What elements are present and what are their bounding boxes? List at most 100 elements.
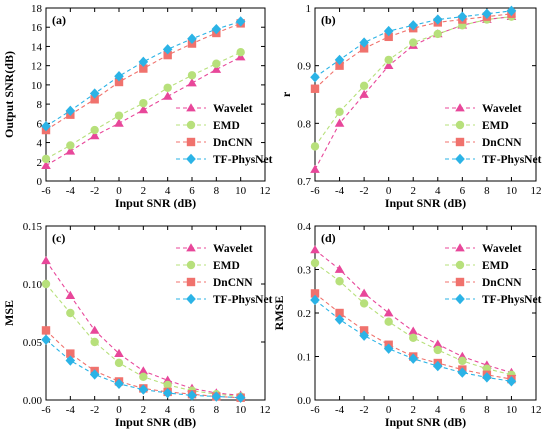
legend-marker-tf-physnet [455,153,465,165]
legend-marker-wavelet [455,243,465,252]
data-point-wavelet [89,131,100,140]
series-line-dncnn [314,292,512,380]
data-point-emd [114,111,124,120]
data-point-wavelet [334,264,345,273]
data-point-wavelet [408,326,419,335]
legend-label: Wavelet [482,243,522,255]
legend-marker-tf-physnet [186,293,196,305]
data-point-tf-physnet [334,54,345,66]
x-tick-label: -2 [90,185,99,197]
data-point-wavelet [359,288,369,297]
chart-panel-2: -6 -4 -2 0 2 4 6 8 10 12 0.7 0.8 0.9 1 Input SNR (dB) r… [279,3,542,210]
data-point-emd [236,48,245,57]
data-point-tf-physnet [482,372,492,383]
data-point-tf-physnet [187,33,197,44]
data-point-tf-physnet [359,330,369,341]
data-point-emd [90,337,99,347]
data-point-tf-physnet [506,5,517,17]
x-tick-label: 12 [260,404,271,416]
y-tick-label: 16 [31,22,43,34]
plot-frame [45,7,266,182]
legend-marker-wavelet [186,103,196,112]
x-tick-label: 12 [531,404,542,416]
x-axis-label: Input SNR (dB) [385,196,466,210]
legend-marker-dncnn [455,277,465,287]
data-point-emd [409,333,418,342]
data-point-wavelet [41,160,51,169]
data-point-dncnn [310,84,320,93]
data-point-dncnn [66,349,75,358]
data-point-emd [458,356,467,366]
legend-marker-wavelet [455,103,465,112]
data-point-wavelet [114,118,124,127]
data-point-tf-physnet [162,387,173,399]
x-tick-label: 4 [165,404,171,416]
y-axis-label: r [279,91,293,97]
data-point-emd [409,38,418,47]
data-point-emd [114,358,124,368]
data-point-tf-physnet [211,23,222,35]
data-point-emd [187,71,197,80]
data-point-dncnn [359,44,369,53]
data-point-dncnn [335,61,344,70]
data-point-dncnn [163,50,172,60]
data-point-emd [335,277,344,286]
data-point-dncnn [41,326,51,335]
x-tick-label: -4 [66,404,76,416]
data-point-tf-physnet [457,367,468,378]
data-point-wavelet [383,308,394,317]
data-point-emd [139,372,148,381]
x-tick-label: 4 [165,185,171,197]
legend-label: DnCNN [213,277,253,289]
series-line-dncnn [314,13,512,90]
legend-label: TF-PhysNet [482,154,542,166]
x-tick-label: 8 [484,185,490,197]
x-tick-label: 10 [235,185,247,197]
data-point-emd [41,154,51,164]
data-point-emd [90,125,99,135]
data-point-wavelet [334,118,345,127]
data-point-dncnn [384,32,393,42]
data-point-emd [384,317,393,326]
data-point-dncnn [335,308,344,318]
legend-label: EMD [213,120,240,132]
data-point-wavelet [359,89,369,98]
y-tick-label: 0.2 [297,308,311,320]
data-point-tf-physnet [89,369,100,380]
data-point-tf-physnet [432,14,443,25]
y-axis-label: Output SNR(dB) [2,51,16,138]
data-point-tf-physnet [114,71,124,82]
data-point-emd [335,107,344,117]
x-tick-label: 2 [141,404,147,416]
data-point-tf-physnet [383,25,394,37]
x-tick-label: -6 [310,185,320,197]
legend-label: DnCNN [213,137,253,149]
data-point-emd [310,142,320,151]
x-tick-label: 2 [141,185,147,197]
legend-label: TF-PhysNet [213,154,273,166]
data-point-tf-physnet [359,37,369,48]
y-tick-label: 10 [31,80,43,92]
y-tick-label: 2 [37,157,43,169]
x-tick-label: 6 [460,404,466,416]
y-tick-label: 18 [31,3,43,15]
x-axis-label: Input SNR (dB) [385,415,466,429]
legend-marker-dncnn [186,137,196,147]
data-point-wavelet [89,325,100,334]
legend-label: Wavelet [213,243,253,255]
data-point-dncnn [310,289,320,298]
x-axis-label: Input SNR (dB) [115,415,196,429]
legend-marker-dncnn [186,277,196,287]
data-point-wavelet [310,164,320,173]
data-point-tf-physnet [235,392,246,403]
plot-frame [314,7,537,182]
x-tick-label: -6 [41,185,51,197]
data-point-wavelet [310,245,320,254]
series-line-tf-physnet [45,20,241,127]
x-tick-label: 8 [214,185,220,197]
panel-tag: (b) [321,13,336,27]
x-tick-label: 12 [260,185,271,197]
legend-label: DnCNN [482,277,522,289]
x-tick-label: 12 [531,185,542,197]
